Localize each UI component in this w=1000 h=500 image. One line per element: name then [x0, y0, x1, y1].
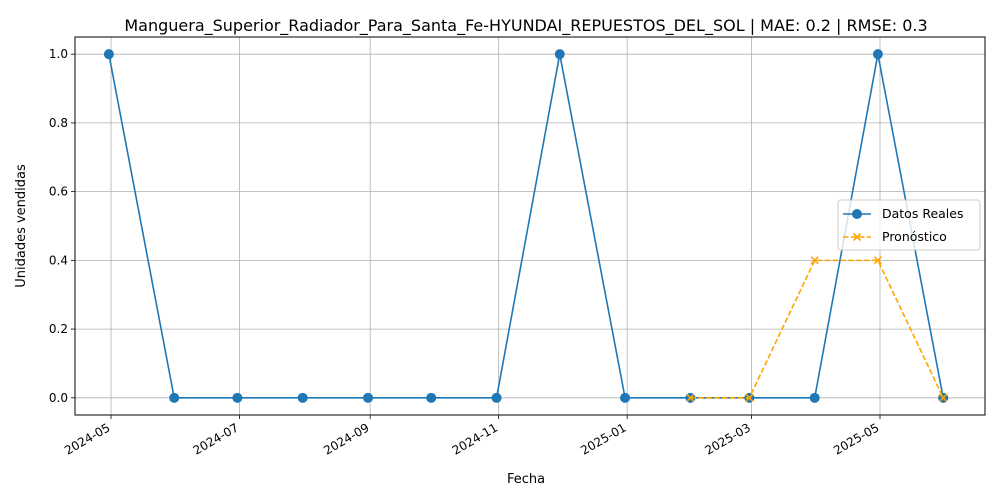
legend: Datos Reales Pronóstico [837, 199, 981, 251]
x-tick-label: 2025-05 [831, 420, 881, 457]
chart-title: Manguera_Superior_Radiador_Para_Santa_Fe… [124, 16, 927, 36]
data-point-datos-reales [232, 392, 243, 403]
legend-box [837, 199, 981, 251]
series-line-pronostico [690, 259, 944, 399]
x-axis-label: Fecha [507, 472, 545, 487]
data-point-datos-reales [554, 49, 565, 60]
y-tick-label: 0.6 [49, 185, 68, 199]
plot-frame [74, 36, 986, 416]
y-tick-label: 0.0 [49, 391, 68, 405]
x-tick-label: 2024-07 [191, 420, 241, 457]
data-point-pronostico [939, 393, 948, 402]
data-point-pronostico [810, 256, 819, 265]
x-tick-label: 2024-11 [450, 420, 500, 457]
legend-marker-glyph-datos-reales [852, 209, 862, 219]
data-point-datos-reales [872, 49, 883, 60]
data-point-datos-reales [103, 49, 114, 60]
y-tick-label: 0.8 [49, 116, 68, 130]
data-point-datos-reales [426, 392, 437, 403]
y-tick-label: 0.2 [49, 322, 68, 336]
y-axis-label: Unidades vendidas [14, 164, 29, 288]
legend-label-datos-reales: Datos Reales [882, 206, 963, 221]
data-point-datos-reales [620, 392, 631, 403]
data-point-datos-reales [809, 392, 820, 403]
legend-marker-glyph-pronostico [852, 232, 862, 242]
data-point-pronostico [873, 256, 882, 265]
legend-marker-pronostico [852, 232, 862, 242]
series-line-datos-reales [108, 54, 944, 399]
legend-label-pronostico: Pronóstico [882, 229, 947, 244]
legend-marker-datos-reales [852, 209, 862, 219]
x-tick-label: 2025-01 [578, 420, 628, 457]
data-point-datos-reales [169, 392, 180, 403]
data-point-datos-reales [363, 392, 374, 403]
y-tick-label: 0.4 [49, 253, 68, 267]
series-layer [103, 49, 949, 403]
y-tick-label: 1.0 [49, 47, 68, 61]
data-point-pronostico [686, 393, 695, 402]
x-tick-label: 2024-09 [321, 420, 371, 457]
x-tick-label: 2025-03 [703, 420, 753, 457]
data-point-datos-reales [491, 392, 502, 403]
x-tick-label: 2024-05 [62, 420, 112, 457]
data-point-pronostico [745, 393, 754, 402]
data-point-datos-reales [297, 392, 308, 403]
